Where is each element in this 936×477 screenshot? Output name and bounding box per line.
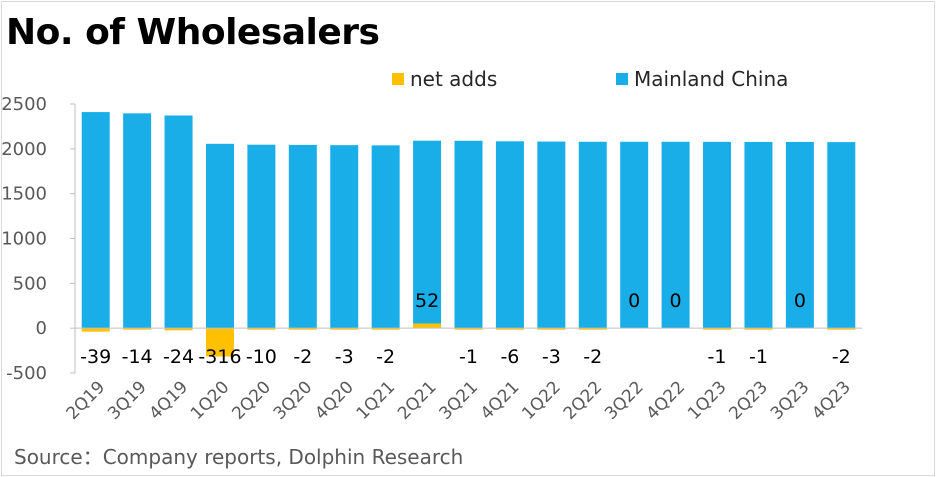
data-label-net-adds: -2 xyxy=(293,346,312,368)
x-tick-label: 3Q22 xyxy=(601,377,648,424)
x-tick-label: 4Q19 xyxy=(146,377,193,424)
x-tick-label: 4Q20 xyxy=(311,377,358,424)
legend-label-net-adds: net adds xyxy=(410,67,498,91)
x-tick-label: 4Q21 xyxy=(477,377,524,424)
bar-net-adds xyxy=(454,328,483,330)
y-tick-label: -500 xyxy=(6,363,47,384)
bar-net-adds xyxy=(495,328,524,330)
bar-net-adds xyxy=(578,328,607,330)
y-tick-label: 0 xyxy=(36,318,47,339)
x-tick-label: 1Q21 xyxy=(353,377,400,424)
bar-mainland-china xyxy=(81,112,110,329)
bar-mainland-china xyxy=(578,141,607,329)
bar-net-adds xyxy=(247,328,276,330)
x-tick-label: 3Q19 xyxy=(104,377,151,424)
data-label-net-adds: -3 xyxy=(335,346,354,368)
data-label-net-adds: -1 xyxy=(459,346,478,368)
data-label-net-adds: -14 xyxy=(122,346,153,368)
data-label-net-adds: -1 xyxy=(749,346,768,368)
bar-net-adds xyxy=(330,328,359,330)
bar-mainland-china xyxy=(413,140,442,329)
data-label-net-adds: 0 xyxy=(794,290,806,312)
bar-mainland-china xyxy=(247,144,276,329)
x-tick-label: 1Q20 xyxy=(187,377,234,424)
data-label-net-adds: -39 xyxy=(80,346,111,368)
bar-net-adds xyxy=(827,328,856,330)
x-tick-label: 4Q22 xyxy=(643,377,690,424)
x-tick-label: 2Q22 xyxy=(560,377,607,424)
bar-net-adds xyxy=(371,328,400,330)
legend-swatch-mainland-china xyxy=(616,73,628,85)
data-label-net-adds: -2 xyxy=(832,346,851,368)
bar-mainland-china xyxy=(620,141,649,329)
bar-net-adds xyxy=(537,328,566,330)
source-note: Source：Company reports, Dolphin Research xyxy=(14,445,464,469)
bar-mainland-china xyxy=(537,141,566,329)
bar-mainland-china xyxy=(703,141,732,329)
bar-mainland-china xyxy=(827,142,856,329)
data-label-net-adds: -316 xyxy=(198,346,241,368)
x-tick-label: 2Q21 xyxy=(394,377,441,424)
y-tick-label: 2000 xyxy=(1,139,47,160)
legend-swatch-net-adds xyxy=(392,73,404,85)
bar-net-adds xyxy=(123,328,152,330)
x-tick-label: 3Q20 xyxy=(270,377,317,424)
y-tick-label: 1500 xyxy=(1,184,47,205)
x-tick-label: 2Q20 xyxy=(228,377,275,424)
data-label-net-adds: -6 xyxy=(500,346,519,368)
legend-label-mainland-china: Mainland China xyxy=(634,67,789,91)
bar-net-adds xyxy=(288,328,317,330)
data-label-net-adds: 52 xyxy=(415,290,439,312)
bar-mainland-china xyxy=(288,144,317,329)
bar-net-adds xyxy=(205,328,234,357)
x-tick-label: 3Q23 xyxy=(767,377,814,424)
bar-mainland-china xyxy=(661,141,690,329)
chart-title: No. of Wholesalers xyxy=(6,12,380,53)
data-label-net-adds: -2 xyxy=(583,346,602,368)
x-tick-label: 2Q19 xyxy=(63,377,110,424)
data-label-net-adds: -2 xyxy=(376,346,395,368)
bar-net-adds xyxy=(744,328,773,330)
x-tick-label: 1Q22 xyxy=(518,377,565,424)
legend-mainland-china: Mainland China xyxy=(616,67,788,91)
bar-mainland-china xyxy=(371,145,400,329)
y-tick-label: 2500 xyxy=(1,94,47,115)
bar-mainland-china xyxy=(785,141,814,329)
x-tick-label: 2Q23 xyxy=(725,377,772,424)
data-label-net-adds: -3 xyxy=(542,346,561,368)
bar-net-adds xyxy=(703,328,732,330)
bar-mainland-china xyxy=(495,141,524,329)
bar-net-adds xyxy=(413,323,442,329)
data-label-net-adds: -24 xyxy=(163,346,194,368)
y-tick-label: 1000 xyxy=(1,229,47,250)
bar-net-adds xyxy=(81,328,110,332)
bar-mainland-china xyxy=(744,141,773,329)
bar-mainland-china xyxy=(330,145,359,329)
bar-mainland-china xyxy=(164,115,193,329)
bar-net-adds xyxy=(164,328,193,331)
data-label-net-adds: -1 xyxy=(708,346,727,368)
x-tick-label: 1Q23 xyxy=(684,377,731,424)
legend-net-adds: net adds xyxy=(392,67,497,91)
x-tick-label: 3Q21 xyxy=(435,377,482,424)
bar-mainland-china xyxy=(123,113,152,329)
bar-mainland-china xyxy=(205,143,234,329)
data-label-net-adds: 0 xyxy=(670,290,682,312)
y-tick-label: 500 xyxy=(13,273,47,294)
data-label-net-adds: 0 xyxy=(628,290,640,312)
bar-mainland-china xyxy=(454,140,483,329)
data-label-net-adds: -10 xyxy=(246,346,277,368)
x-tick-label: 4Q23 xyxy=(808,377,855,424)
